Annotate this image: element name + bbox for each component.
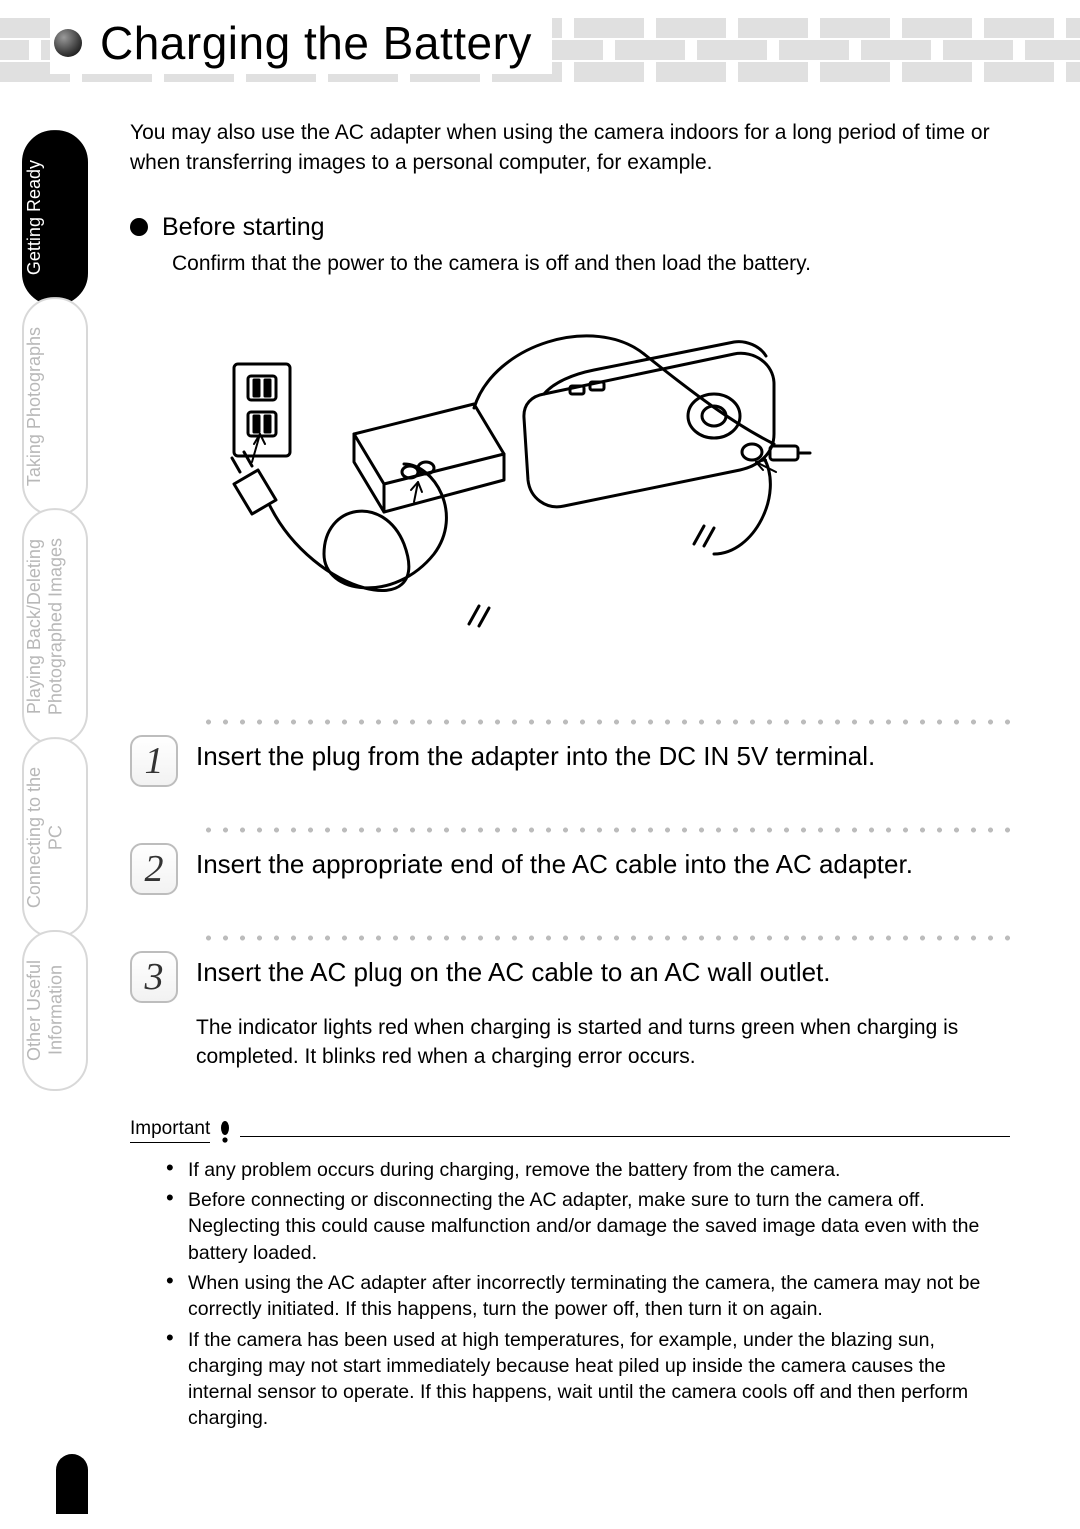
tab-playing-back[interactable]: Playing Back/Deleting Photographed Image… [22,508,88,745]
step-3-text: Insert the AC plug on the AC cable to an… [196,951,831,990]
tab-label-line1: Playing Back/Deleting [24,539,44,714]
page-title-wrap: Charging the Battery [50,12,552,74]
before-starting-heading: Before starting [130,213,1010,242]
tab-taking-photographs[interactable]: Taking Photographs [22,297,88,516]
tab-label: Taking Photographs [24,327,44,486]
tab-label-line2: Photographed Images [46,538,68,715]
tab-label-line1: Other Useful [24,960,44,1061]
before-starting-body: Confirm that the power to the camera is … [172,252,1010,276]
important-item: When using the AC adapter after incorrec… [166,1270,1010,1323]
step-1: 1 Insert the plug from the adapter into … [130,715,1010,787]
step-number-1: 1 [130,735,178,787]
step-dots [200,931,1010,945]
step-number-2: 2 [130,843,178,895]
exclamation-icon [218,1121,232,1143]
important-bullets: If any problem occurs during charging, r… [166,1157,1010,1432]
tab-label-line1: Connecting to the [24,767,44,908]
intro-text: You may also use the AC adapter when usi… [130,118,1010,179]
step-number-3: 3 [130,951,178,1003]
page-title: Charging the Battery [100,16,532,70]
tab-connecting-pc[interactable]: Connecting to the PC [22,737,88,938]
tab-getting-ready[interactable]: Getting Ready [22,130,88,305]
title-bullet-icon [54,29,82,57]
important-block: Important If any problem occurs during c… [130,1118,1010,1432]
tab-label: Getting Ready [24,160,44,275]
step-2: 2 Insert the appropriate end of the AC c… [130,823,1010,895]
step-dots [200,823,1010,837]
important-rule [240,1136,1010,1137]
charging-illustration [174,294,834,674]
tab-other-info[interactable]: Other Useful Information [22,930,88,1091]
important-item: If the camera has been used at high temp… [166,1327,1010,1432]
tab-label-line2: PC [46,767,68,908]
step-1-text: Insert the plug from the adapter into th… [196,735,875,774]
side-tabs: Getting Ready Taking Photographs Playing… [22,130,88,1083]
step-dots [200,715,1010,729]
page-number-pill [56,1454,88,1514]
before-starting-title: Before starting [162,213,325,242]
important-label: Important [130,1118,210,1143]
step-3-body: The indicator lights red when charging i… [196,1013,1010,1072]
important-item: Before connecting or disconnecting the A… [166,1187,1010,1266]
bullet-icon [130,218,148,236]
step-2-text: Insert the appropriate end of the AC cab… [196,843,913,882]
step-3: 3 Insert the AC plug on the AC cable to … [130,931,1010,1072]
main-content: You may also use the AC adapter when usi… [130,118,1010,1436]
tab-label-line2: Information [46,960,68,1061]
important-item: If any problem occurs during charging, r… [166,1157,1010,1183]
